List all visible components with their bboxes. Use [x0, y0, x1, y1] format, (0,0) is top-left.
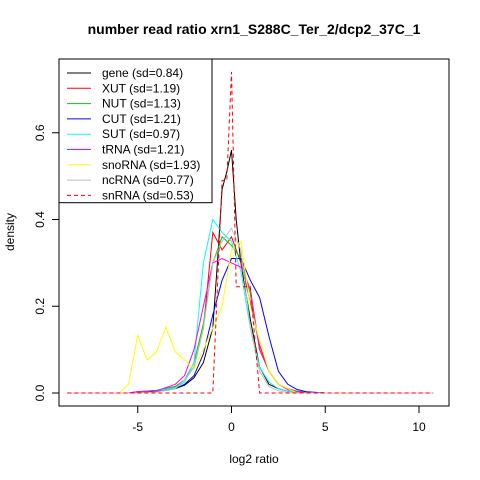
x-tick-label: 10 [412, 420, 426, 434]
legend-label-4: SUT (sd=0.97) [102, 127, 180, 141]
x-tick-label: 5 [322, 420, 329, 434]
series-line-6 [67, 240, 434, 394]
series-line-7 [67, 227, 434, 394]
x-axis: -5 0 5 10 [132, 405, 426, 434]
series-line-1 [67, 230, 434, 394]
series-line-2 [67, 235, 434, 394]
y-tick-label: 0.0 [33, 384, 47, 401]
legend-label-6: snoRNA (sd=1.93) [102, 158, 200, 172]
legend-label-5: tRNA (sd=1.21) [102, 143, 184, 157]
y-axis-label: density [3, 213, 17, 251]
y-tick-label: 0.4 [33, 211, 47, 228]
legend-label-2: NUT (sd=1.13) [102, 97, 181, 111]
x-tick-label: -5 [132, 420, 143, 434]
legend-label-1: XUT (sd=1.19) [102, 81, 180, 95]
legend: gene (sd=0.84)XUT (sd=1.19) NUT (sd=1.13)… [58, 58, 213, 204]
y-axis: 0.0 0.2 0.4 0.6 [33, 124, 60, 401]
y-tick-label: 0.6 [33, 124, 47, 141]
x-tick-label: 0 [228, 420, 235, 434]
chart-title: number read ratio xrn1_S288C_Ter_2/dcp2_… [88, 21, 421, 37]
legend-label-0: gene (sd=0.84) [102, 66, 183, 80]
series-line-5 [67, 257, 434, 394]
legend-label-8: snRNA (sd=0.53) [102, 188, 194, 202]
y-tick-label: 0.2 [33, 298, 47, 315]
legend-box [58, 58, 213, 204]
series-line-8 [67, 71, 434, 394]
legend-label-7: ncRNA (sd=0.77) [102, 173, 194, 187]
x-axis-label: log2 ratio [229, 452, 279, 466]
series-lines [67, 71, 434, 394]
legend-label-3: CUT (sd=1.21) [102, 112, 181, 126]
